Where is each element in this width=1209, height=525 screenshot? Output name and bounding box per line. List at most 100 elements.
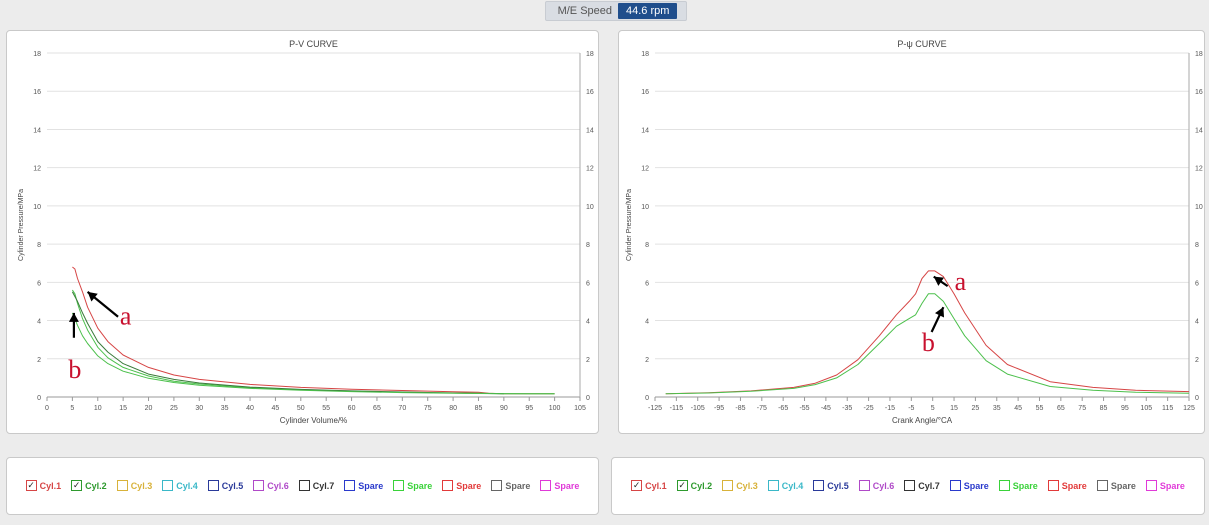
legend-label: Spare [1159, 480, 1185, 491]
x-tick-label: 30 [195, 405, 203, 412]
legend-item-cyl6[interactable]: Cyl.6 [253, 480, 289, 491]
legend-checkbox[interactable] [491, 480, 503, 491]
x-axis-label: Cylinder Volume/% [280, 416, 348, 425]
legend-checkbox[interactable] [442, 480, 454, 491]
legend-item-cyl5[interactable]: Cyl.5 [207, 480, 243, 491]
y-tick-label-right: 16 [586, 89, 594, 96]
legend-item-spare[interactable]: Spare [393, 480, 432, 491]
annotation-label: a [955, 267, 967, 296]
legend-item-cyl1[interactable]: ✓ Cyl.1 [25, 480, 61, 491]
legend-checkbox[interactable]: ✓ [71, 480, 83, 491]
x-tick-label: 75 [1078, 405, 1086, 412]
legend-checkbox[interactable] [1096, 480, 1108, 491]
legend-item-cyl2[interactable]: ✓ Cyl.2 [71, 480, 107, 491]
legend-checkbox[interactable] [813, 480, 825, 491]
legend-checkbox[interactable] [116, 480, 128, 491]
legend-checkbox[interactable] [298, 480, 310, 491]
legend-checkbox[interactable] [904, 480, 916, 491]
legend-item-cyl5[interactable]: Cyl.5 [813, 480, 849, 491]
legend-label: Cyl.3 [130, 480, 153, 491]
legend-label: Cyl.2 [85, 480, 107, 491]
y-tick-label-left: 4 [37, 319, 41, 326]
y-tick-label-left: 18 [641, 51, 649, 58]
legend-item-cyl6[interactable]: Cyl.6 [858, 480, 894, 491]
p-psi-legend-panel: ✓ Cyl.1 ✓ Cyl.2 Cyl.3 Cyl.4 Cyl.5 Cyl.6 Cyl.7 Spa… [611, 457, 1205, 515]
legend-item-cyl3[interactable]: Cyl.3 [722, 480, 758, 491]
p-psi-curve-chart: P-ψ CURVE 0 0 2 2 4 4 6 6 8 8 10 10 12 12 14 14 16 16 18 18 -… [626, 39, 1203, 425]
pv-curve-panel: P-V CURVE 0 0 2 2 4 4 6 6 8 8 10 10 12 12 14 14 16 16 18 18 0… [6, 30, 599, 434]
legend-label: Spare [963, 480, 989, 491]
y-tick-label-left: 6 [37, 280, 41, 287]
legend-item-cyl2[interactable]: ✓ Cyl.2 [676, 480, 713, 491]
legend-item-spare[interactable]: Spare [1096, 480, 1136, 491]
legend-checkbox[interactable] [253, 480, 265, 491]
x-tick-label: -65 [778, 405, 788, 412]
y-tick-label-left: 12 [641, 166, 649, 173]
p-psi-legend: ✓ Cyl.1 ✓ Cyl.2 Cyl.3 Cyl.4 Cyl.5 Cyl.6 Cyl.7 Spa… [612, 480, 1204, 491]
legend-checkbox[interactable] [540, 480, 552, 491]
x-tick-label: -25 [864, 405, 874, 412]
y-tick-label-left: 0 [37, 395, 41, 402]
legend-checkbox[interactable] [1145, 480, 1157, 491]
legend-checkbox[interactable]: ✓ [631, 480, 643, 491]
y-tick-label-left: 4 [645, 319, 649, 326]
legend-item-spare[interactable]: Spare [1047, 480, 1087, 491]
y-tick-label-right: 2 [1195, 357, 1199, 364]
legend-item-spare[interactable]: Spare [1145, 480, 1185, 491]
x-tick-label: 70 [398, 405, 406, 412]
legend-item-cyl3[interactable]: Cyl.3 [116, 480, 153, 491]
legend-item-cyl7[interactable]: Cyl.7 [904, 480, 940, 491]
x-tick-label: 45 [272, 405, 280, 412]
legend-item-cyl7[interactable]: Cyl.7 [298, 480, 334, 491]
x-tick-label: 125 [1183, 405, 1195, 412]
x-tick-label: -75 [757, 405, 767, 412]
x-tick-label: 105 [1140, 405, 1152, 412]
y-axis-label: Cylinder Pressure/MPa [626, 189, 633, 261]
legend-checkbox[interactable] [998, 480, 1010, 491]
y-tick-label-right: 12 [1195, 166, 1203, 173]
x-tick-label: -15 [885, 405, 895, 412]
y-tick-label-left: 10 [33, 204, 41, 211]
x-tick-label: -125 [648, 405, 662, 412]
legend-checkbox[interactable] [207, 480, 219, 491]
legend-item-spare[interactable]: Spare [491, 480, 530, 491]
legend-item-cyl1[interactable]: ✓ Cyl.1 [631, 480, 667, 491]
legend-checkbox[interactable] [344, 480, 356, 491]
legend-item-spare[interactable]: Spare [998, 480, 1038, 491]
y-tick-label-left: 16 [641, 89, 649, 96]
x-tick-label: 85 [475, 405, 483, 412]
x-tick-label: 60 [348, 405, 356, 412]
legend-checkbox[interactable] [858, 480, 870, 491]
x-tick-label: -55 [799, 405, 809, 412]
y-tick-label-left: 10 [641, 204, 649, 211]
y-tick-label-right: 8 [586, 242, 590, 249]
x-tick-label: 35 [993, 405, 1001, 412]
y-tick-label-left: 8 [645, 242, 649, 249]
legend-item-spare[interactable]: Spare [344, 480, 383, 491]
legend-checkbox[interactable] [162, 480, 174, 491]
legend-item-spare[interactable]: Spare [442, 480, 481, 491]
y-tick-label-right: 14 [586, 127, 594, 134]
legend-item-cyl4[interactable]: Cyl.4 [162, 480, 198, 491]
legend-checkbox[interactable]: ✓ [676, 480, 688, 491]
series-line-2 [71, 291, 504, 395]
y-tick-label-right: 16 [1195, 89, 1203, 96]
legend-checkbox[interactable] [1047, 480, 1059, 491]
legend-checkbox[interactable] [393, 480, 405, 491]
y-tick-label-right: 10 [586, 204, 594, 211]
x-tick-label: -5 [908, 405, 914, 412]
x-tick-label: 55 [322, 405, 330, 412]
legend-checkbox[interactable] [722, 480, 734, 491]
legend-checkbox[interactable]: ✓ [25, 480, 37, 491]
legend-label: Cyl.2 [690, 480, 713, 491]
legend-checkbox[interactable] [949, 480, 961, 491]
y-tick-label-left: 2 [37, 357, 41, 364]
legend-item-cyl4[interactable]: Cyl.4 [767, 480, 804, 491]
legend-item-spare[interactable]: Spare [540, 480, 579, 491]
legend-label: Spare [407, 480, 433, 491]
legend-item-spare[interactable]: Spare [949, 480, 989, 491]
legend-checkbox[interactable] [767, 480, 779, 491]
legend-label: Cyl.4 [781, 480, 804, 491]
series-line-3 [71, 312, 555, 395]
